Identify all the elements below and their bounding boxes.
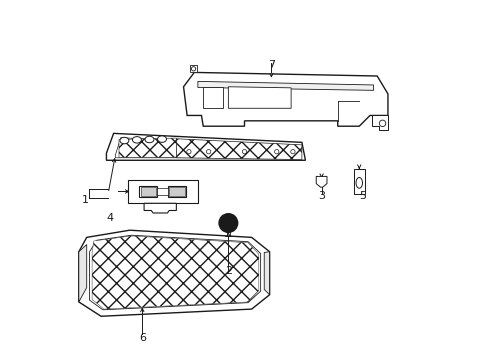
Ellipse shape — [132, 136, 141, 143]
Polygon shape — [119, 138, 176, 157]
Polygon shape — [139, 186, 157, 197]
Polygon shape — [228, 87, 290, 108]
Polygon shape — [316, 176, 326, 187]
Text: 1: 1 — [81, 195, 88, 205]
Text: 3: 3 — [318, 191, 325, 201]
Polygon shape — [183, 72, 387, 126]
Circle shape — [219, 214, 237, 232]
Polygon shape — [371, 116, 387, 130]
Polygon shape — [115, 138, 298, 158]
Circle shape — [224, 220, 231, 226]
Polygon shape — [79, 230, 269, 316]
Polygon shape — [169, 187, 184, 196]
Ellipse shape — [144, 136, 154, 143]
Polygon shape — [79, 244, 86, 302]
Text: 2: 2 — [224, 266, 231, 276]
Polygon shape — [89, 235, 260, 310]
Polygon shape — [157, 188, 168, 195]
Polygon shape — [176, 139, 301, 159]
Polygon shape — [144, 203, 176, 213]
Text: 5: 5 — [359, 191, 366, 201]
Ellipse shape — [157, 136, 166, 142]
Text: 7: 7 — [267, 60, 274, 70]
Polygon shape — [168, 186, 185, 197]
Polygon shape — [92, 236, 258, 309]
Polygon shape — [353, 169, 364, 194]
Ellipse shape — [355, 177, 362, 188]
Polygon shape — [190, 65, 197, 72]
Polygon shape — [128, 180, 198, 203]
Ellipse shape — [120, 137, 128, 144]
Polygon shape — [198, 81, 373, 90]
Polygon shape — [203, 87, 223, 108]
Polygon shape — [264, 252, 269, 295]
Polygon shape — [106, 134, 305, 160]
Text: 6: 6 — [139, 333, 145, 343]
Polygon shape — [140, 187, 156, 196]
Text: 4: 4 — [106, 213, 113, 222]
